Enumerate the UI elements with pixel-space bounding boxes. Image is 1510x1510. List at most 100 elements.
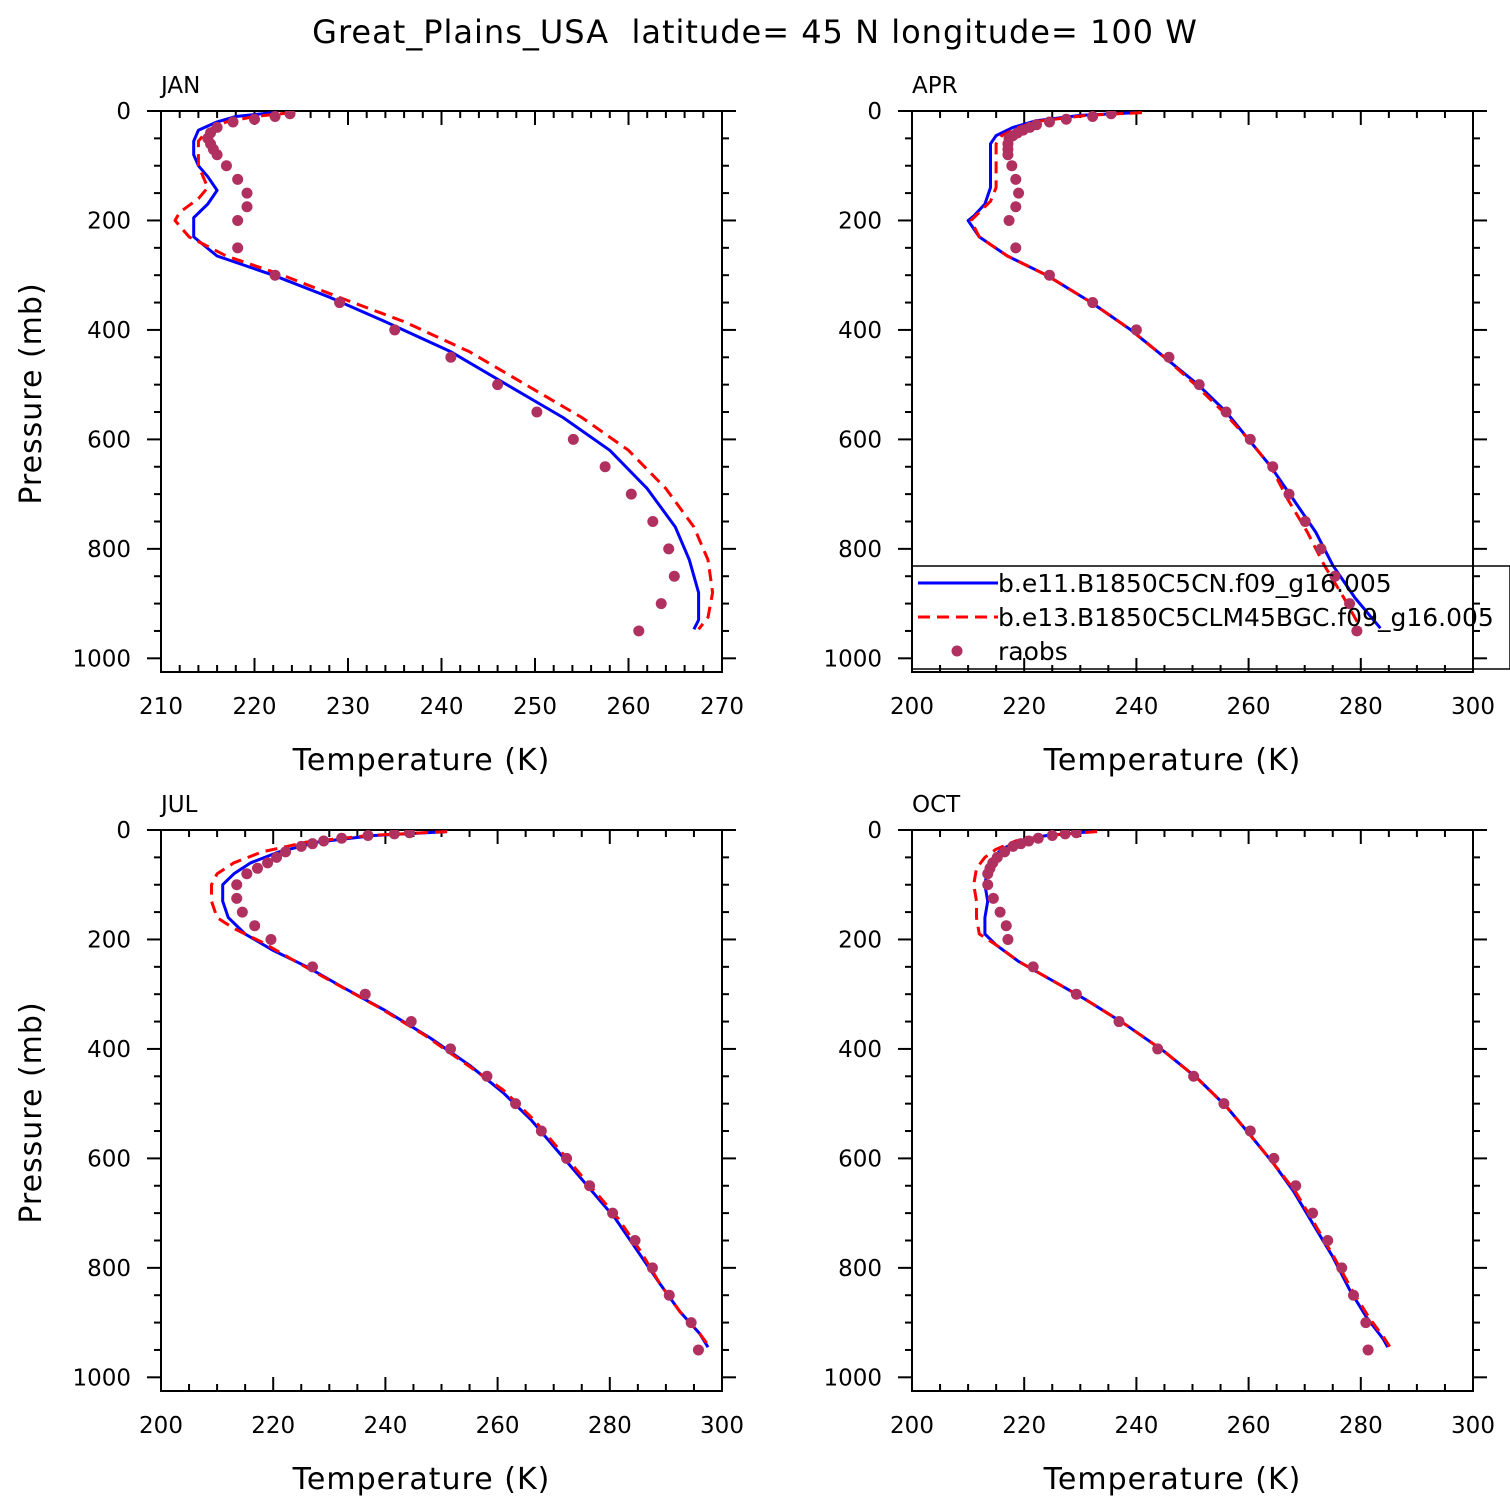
y-tick-label: 0 xyxy=(867,818,882,844)
raobs-point xyxy=(1010,242,1022,254)
x-axis-label: Temperature (K) xyxy=(292,1462,551,1497)
raobs-point xyxy=(232,242,244,254)
raobs-point xyxy=(1059,830,1071,840)
raobs-point xyxy=(232,214,244,226)
raobs-point xyxy=(241,868,253,880)
legend-box xyxy=(911,565,1510,670)
raobs-point xyxy=(668,570,680,582)
raobs-point xyxy=(1348,1289,1360,1301)
raobs-point xyxy=(1315,543,1327,555)
raobs-point xyxy=(359,988,371,1000)
raobs-point xyxy=(1070,830,1082,839)
raobs-point xyxy=(663,1289,675,1301)
x-tick-label: 270 xyxy=(700,694,744,720)
panel-jan: 210 220 230 240 250 260 270 0 200 400 600 800 1000 Te… xyxy=(14,73,744,778)
x-tick-label: 280 xyxy=(1339,1413,1383,1439)
raobs-point xyxy=(231,879,243,891)
raobs-point xyxy=(685,1317,697,1329)
series-line-clm45bgc xyxy=(969,111,1363,629)
raobs-point xyxy=(1290,1180,1302,1192)
raobs-point xyxy=(1152,1043,1164,1055)
x-tick-label: 230 xyxy=(326,694,370,720)
raobs-point xyxy=(262,857,274,869)
raobs-point xyxy=(535,1125,547,1137)
raobs-point xyxy=(241,187,253,199)
raobs-point xyxy=(982,879,994,891)
raobs-point xyxy=(561,1152,573,1164)
x-tick-label: 240 xyxy=(1114,694,1158,720)
raobs-point xyxy=(1003,214,1015,226)
raobs-point xyxy=(236,906,248,918)
raobs-point xyxy=(584,1180,596,1192)
x-tick-label: 200 xyxy=(890,1413,934,1439)
y-tick-label: 800 xyxy=(87,1256,131,1282)
raobs-point xyxy=(567,433,579,445)
raobs-point xyxy=(362,830,374,841)
x-tick-label: 210 xyxy=(139,694,183,720)
raobs-point xyxy=(1105,111,1117,120)
raobs-point xyxy=(220,160,232,172)
series-line-c5cn xyxy=(221,830,710,1348)
panel-label: JUL xyxy=(159,792,198,818)
raobs-point xyxy=(1010,201,1022,213)
raobs-point xyxy=(1267,461,1279,473)
y-tick-label: 800 xyxy=(87,537,131,563)
y-tick-label: 800 xyxy=(838,537,882,563)
raobs-point xyxy=(306,838,318,850)
y-tick-label: 0 xyxy=(867,99,882,125)
panel-label: APR xyxy=(912,73,958,99)
x-tick-label: 220 xyxy=(1002,694,1046,720)
raobs-point xyxy=(1163,351,1175,363)
x-tick-label: 220 xyxy=(251,1413,295,1439)
raobs-point xyxy=(1329,570,1341,582)
y-tick-label: 400 xyxy=(87,318,131,344)
raobs-point xyxy=(211,149,223,161)
raobs-point xyxy=(481,1070,493,1082)
y-tick-label: 200 xyxy=(87,208,131,234)
x-tick-label: 200 xyxy=(890,694,934,720)
x-axis-label: Temperature (K) xyxy=(1043,1462,1302,1497)
x-tick-label: 260 xyxy=(476,1413,520,1439)
y-tick-label: 200 xyxy=(87,927,131,953)
raobs-point xyxy=(1362,1344,1374,1356)
y-tick-label: 800 xyxy=(838,1256,882,1282)
raobs-point xyxy=(1188,1070,1200,1082)
y-tick-label: 600 xyxy=(838,427,882,453)
x-tick-label: 240 xyxy=(363,1413,407,1439)
raobs-point xyxy=(1218,1098,1230,1110)
series-line-c5cn xyxy=(983,830,1390,1348)
raobs-point xyxy=(232,173,244,185)
raobs-point xyxy=(531,406,543,418)
x-tick-label: 280 xyxy=(1339,694,1383,720)
raobs-point xyxy=(336,832,348,844)
x-tick-label: 220 xyxy=(1002,1413,1046,1439)
x-tick-label: 260 xyxy=(607,694,651,720)
raobs-point xyxy=(1060,113,1072,125)
y-tick-label: 400 xyxy=(87,1037,131,1063)
figure-title: Great_Plains_USA latitude= 45 N longitud… xyxy=(312,13,1198,51)
raobs-point xyxy=(1244,433,1256,445)
raobs-point xyxy=(1307,1207,1319,1219)
raobs-point xyxy=(994,906,1006,918)
x-axis-label: Temperature (K) xyxy=(1043,743,1302,778)
raobs-point xyxy=(1113,1016,1125,1028)
raobs-point xyxy=(646,1262,658,1274)
raobs-point xyxy=(982,868,994,880)
panel-oct: 200 220 240 260 280 300 0 200 400 600 800 1000 Tempe… xyxy=(823,792,1495,1497)
series-line-clm45bgc xyxy=(972,830,1392,1348)
panel-label: JAN xyxy=(159,73,200,99)
raobs-point xyxy=(231,892,243,904)
raobs-point xyxy=(1351,625,1363,637)
raobs-point xyxy=(647,515,659,527)
raobs-point xyxy=(265,933,277,945)
series-line-c5cn xyxy=(192,111,701,630)
raobs-point xyxy=(663,543,675,555)
y-tick-label: 400 xyxy=(838,1037,882,1063)
panels: 210 220 230 240 250 260 270 0 200 400 600 800 1000 Te… xyxy=(14,73,1510,1497)
y-tick-label: 0 xyxy=(116,99,131,125)
raobs-point xyxy=(1283,488,1295,500)
raobs-point xyxy=(334,297,346,309)
x-tick-label: 260 xyxy=(1227,1413,1271,1439)
x-tick-label: 200 xyxy=(139,1413,183,1439)
legend: b.e11.B1850C5CN.f09_g16.005 b.e13.B1850C5… xyxy=(911,565,1510,670)
